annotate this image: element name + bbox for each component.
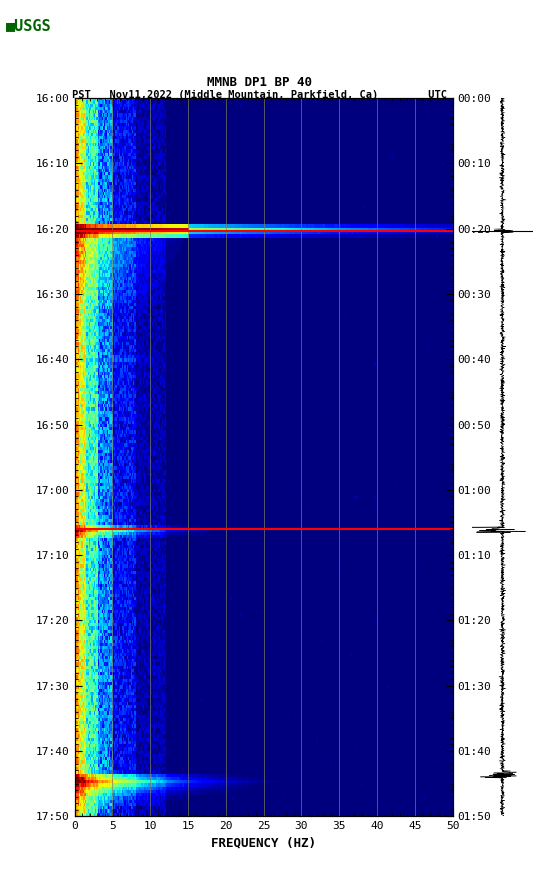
Text: PST   Nov11,2022 (Middle Mountain, Parkfield, Ca)        UTC: PST Nov11,2022 (Middle Mountain, Parkfie… (72, 90, 447, 101)
Text: ■USGS: ■USGS (6, 18, 51, 33)
Text: MMNB DP1 BP 40: MMNB DP1 BP 40 (207, 76, 312, 88)
X-axis label: FREQUENCY (HZ): FREQUENCY (HZ) (211, 837, 316, 849)
